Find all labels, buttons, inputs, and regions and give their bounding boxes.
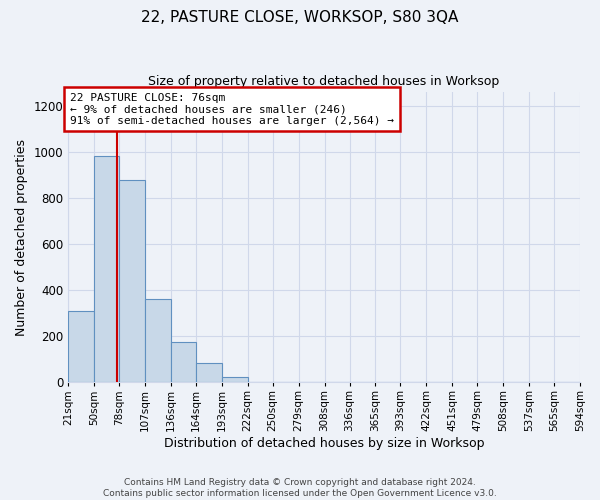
X-axis label: Distribution of detached houses by size in Worksop: Distribution of detached houses by size … (164, 437, 484, 450)
Bar (171, 342, 196, 382)
Text: 22, PASTURE CLOSE, WORKSOP, S80 3QA: 22, PASTURE CLOSE, WORKSOP, S80 3QA (142, 10, 458, 25)
Y-axis label: Number of detached properties: Number of detached properties (15, 138, 28, 336)
Text: Contains HM Land Registry data © Crown copyright and database right 2024.
Contai: Contains HM Land Registry data © Crown c… (103, 478, 497, 498)
Bar (94, 156, 119, 382)
Title: Size of property relative to detached houses in Worksop: Size of property relative to detached ho… (148, 75, 500, 88)
Text: 22 PASTURE CLOSE: 76sqm
← 9% of detached houses are smaller (246)
91% of semi-de: 22 PASTURE CLOSE: 76sqm ← 9% of detached… (70, 92, 394, 126)
Bar (196, 363, 222, 382)
Bar (68, 311, 94, 382)
Bar (145, 300, 171, 382)
Bar (222, 378, 248, 382)
Bar (119, 180, 145, 382)
